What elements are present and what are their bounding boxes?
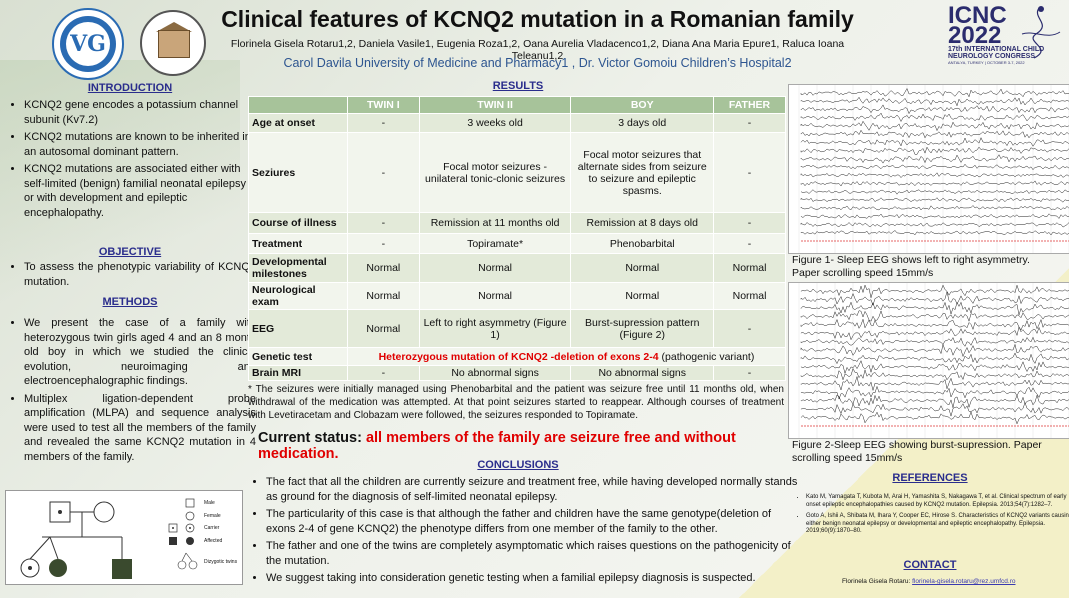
legend-dizygotic-twins: Dizygotic twins [204, 559, 238, 565]
table-row: Age at onset -3 weeks old 3 days old - [248, 113, 786, 133]
eeg-trace [800, 189, 1069, 195]
figure-2-caption: Figure 2-Sleep EEG showing burst-supress… [792, 439, 1042, 464]
list-item: KCNQ2 mutations are known to be inherite… [24, 130, 252, 159]
table-row: Course of illness - Remission at 11 month… [248, 212, 786, 234]
table-footnote: * The seizures were initially managed us… [248, 384, 784, 421]
eeg-trace [800, 376, 1069, 392]
eeg-trace [800, 301, 1069, 316]
eeg-trace [800, 284, 1069, 298]
list-item: We present the case of a family with het… [24, 316, 256, 389]
eeg-trace [800, 411, 1069, 425]
list-item: Multiplex ligation-dependent probe ampli… [24, 392, 256, 465]
genetic-result: Heterozygous mutation of KCNQ2 -deletion… [378, 350, 659, 363]
conclusions-list: The fact that all the children are curre… [250, 475, 801, 589]
table-row: Seziures - Focal motor seizures -unilater… [248, 132, 786, 213]
affiliations: Carol Davila University of Medicine and … [283, 56, 792, 70]
eeg-trace [800, 87, 1069, 98]
table-row: Brain MRI - No abnormal signs No abnormal… [248, 365, 786, 381]
list-item: We suggest taking into consideration gen… [266, 571, 801, 586]
eeg-trace [800, 129, 1069, 139]
eeg-trace [800, 318, 1069, 331]
eeg-trace [800, 163, 1069, 171]
eeg-trace [800, 310, 1069, 323]
eeg-trace [800, 394, 1069, 409]
eeg-trace [800, 230, 1069, 236]
contact-heading: CONTACT [903, 559, 957, 571]
eeg-trace [800, 96, 1069, 107]
column-header: FATHER [713, 96, 786, 114]
table-row: Neurological exam Normal Normal Normal Nor… [248, 282, 786, 310]
results-table: TWIN I TWIN II BOY FATHER Age at onset -… [248, 96, 787, 381]
table-row: Developmental milestones Normal Normal No… [248, 253, 786, 283]
eeg-trace [800, 213, 1069, 219]
objective-heading: OBJECTIVE [98, 246, 162, 258]
eeg-trace [800, 291, 1069, 306]
list-item: KCNQ2 gene encodes a potassium channel s… [24, 98, 252, 127]
list-item: The particularity of this case is that a… [266, 507, 801, 536]
references-list: Kato M, Yamagata T, Kubota M, Arai H, Ya… [790, 494, 1069, 540]
pedigree-chart: Male Female Carrier Affected Dizygotic t… [5, 490, 243, 585]
results-heading: RESULTS [492, 80, 544, 92]
methods-list: We present the case of a family with het… [8, 316, 256, 467]
eeg-trace [800, 222, 1069, 228]
column-header: BOY [570, 96, 715, 114]
eeg-trace [800, 180, 1069, 187]
current-status: Current status: all members of the famil… [258, 430, 736, 462]
table-row: EEG Normal Left to right asymmetry (Figur… [248, 309, 786, 348]
list-item: To assess the phenotypic variability of … [24, 260, 256, 289]
table-row: Treatment - Topiramate* Phenobarbital - [248, 233, 786, 254]
contact-line: Florinela Gisela Rotaru: florinela-gisel… [842, 578, 1016, 585]
eeg-figure-2 [788, 282, 1069, 439]
eeg-trace [800, 154, 1069, 164]
column-header: TWIN II [418, 96, 572, 114]
reference-item: Kato M, Yamagata T, Kubota M, Arai H, Ya… [806, 494, 1069, 509]
legend-female: Female [204, 513, 221, 519]
legend-affected: Affected [204, 538, 223, 544]
legend-male: Male [204, 500, 215, 506]
eeg-trace [800, 401, 1069, 418]
eeg-trace [800, 352, 1069, 365]
poster-title: Clinical features of KCNQ2 mutation in a… [221, 6, 854, 32]
list-item: The fact that all the children are curre… [266, 475, 801, 504]
eeg-figure-1 [788, 84, 1069, 254]
introduction-heading: INTRODUCTION [87, 82, 173, 94]
reference-item: Goto A, Ishii A, Shibata M, Ihara Y, Coo… [806, 513, 1069, 536]
dancer-figure-icon [1021, 6, 1061, 59]
contact-email-link[interactable]: florinela-gisela.rotaru@rez.umfcd.ro [912, 578, 1016, 585]
conclusions-heading: CONCLUSIONS [477, 459, 559, 471]
eeg-trace [800, 336, 1069, 347]
references-heading: REFERENCES [892, 472, 968, 484]
legend-carrier: Carrier [204, 525, 220, 531]
eeg-trace [800, 120, 1069, 132]
table-row: Genetic test Heterozygous mutation of KC… [248, 347, 787, 366]
introduction-list: KCNQ2 gene encodes a potassium channel s… [8, 98, 252, 223]
background-accent [0, 60, 240, 320]
eeg-trace [800, 197, 1069, 203]
eeg-trace [800, 146, 1069, 155]
figure-1-caption: Figure 1- Sleep EEG shows left to right … [792, 254, 1030, 279]
eeg-trace [800, 367, 1069, 381]
conference-logo: ICNC 2022 17th INTERNATIONAL CHILD NEUROLO… [948, 4, 1066, 84]
objective-list: To assess the phenotypic variability of … [8, 260, 256, 292]
eeg-trace [800, 360, 1069, 375]
university-logo [140, 10, 206, 76]
eeg-trace [800, 326, 1069, 341]
list-item: KCNQ2 mutations are associated either wi… [24, 162, 252, 220]
column-header: TWIN I [346, 96, 420, 114]
eeg-trace [800, 172, 1069, 178]
eeg-trace [800, 104, 1069, 115]
methods-heading: METHODS [102, 296, 158, 308]
eeg-trace [800, 112, 1069, 123]
column-header [248, 96, 348, 114]
hospital-logo: VG [52, 8, 124, 80]
eeg-trace [800, 205, 1069, 211]
eeg-trace [800, 385, 1069, 400]
list-item: The father and one of the twins are comp… [266, 539, 801, 568]
eeg-trace [800, 137, 1069, 147]
author-list: Florinela Gisela Rotaru1,2, Daniela Vasi… [230, 38, 845, 62]
eeg-trace [800, 343, 1069, 358]
